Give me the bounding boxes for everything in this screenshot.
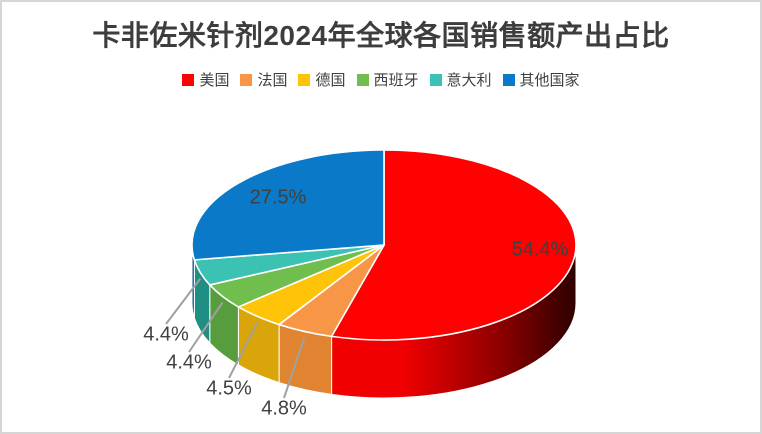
legend-label: 德国 <box>315 72 346 89</box>
legend-item-西班牙: 西班牙 <box>356 69 419 90</box>
data-label-西班牙: 4.4% <box>166 351 212 374</box>
legend-item-其他国家: 其他国家 <box>502 69 580 90</box>
legend-swatch-icon <box>298 73 311 86</box>
pie-slice-其他国家 <box>191 149 385 261</box>
legend-item-法国: 法国 <box>240 69 287 90</box>
data-label-德国: 4.5% <box>206 377 252 400</box>
pie-slice-美国 <box>330 149 577 341</box>
data-label-美国: 54.4% <box>511 238 569 261</box>
legend-label: 其他国家 <box>519 72 580 89</box>
data-label-意大利: 4.4% <box>143 323 189 346</box>
legend-swatch-icon <box>429 73 442 86</box>
legend-label: 意大利 <box>446 72 492 89</box>
legend: 美国 法国 德国 西班牙 意大利 其他国家 <box>2 69 760 90</box>
legend-swatch-icon <box>182 73 195 86</box>
data-label-法国: 4.8% <box>261 397 307 420</box>
legend-label: 法国 <box>257 72 288 89</box>
chart-title: 卡非佐米针剂2024年全球各国销售额产出占比 <box>92 20 670 51</box>
legend-label: 西班牙 <box>373 72 419 89</box>
leader-line-德国 <box>228 322 259 379</box>
leader-line-西班牙 <box>188 301 224 353</box>
data-label-其他国家: 27.5% <box>249 186 307 209</box>
leader-line-意大利 <box>165 277 202 325</box>
leader-line-法国 <box>283 337 306 399</box>
legend-swatch-icon <box>240 73 253 86</box>
legend-swatch-icon <box>502 73 515 86</box>
legend-swatch-icon <box>356 73 369 86</box>
legend-label: 美国 <box>199 72 230 89</box>
legend-item-意大利: 意大利 <box>429 69 492 90</box>
legend-item-美国: 美国 <box>182 69 229 90</box>
legend-item-德国: 德国 <box>298 69 346 90</box>
